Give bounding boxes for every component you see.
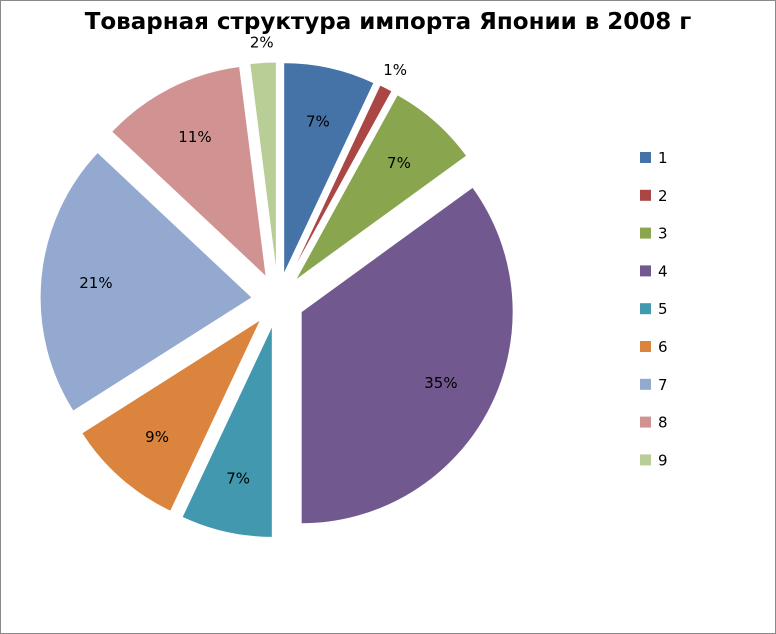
pie-slice-8 — [110, 65, 267, 279]
legend-swatch-5 — [640, 303, 651, 315]
pie-slice-1 — [283, 62, 375, 275]
legend-swatch-7 — [640, 378, 651, 390]
pie-slice-6 — [81, 318, 262, 512]
slice-label-7: 21% — [79, 274, 112, 292]
pie-slice-4 — [300, 186, 514, 525]
legend-swatch-4 — [640, 265, 651, 277]
slice-label-3: 7% — [387, 154, 411, 172]
slice-label-2: 1% — [383, 61, 407, 79]
legend-label-9: 9 — [658, 451, 668, 469]
chart-title: Товарная структура импорта Японии в 2008… — [84, 9, 692, 35]
pie-slice-5 — [181, 325, 273, 538]
slice-label-4: 35% — [424, 374, 457, 392]
legend-swatch-8 — [640, 416, 651, 428]
slice-label-1: 7% — [306, 113, 330, 131]
legend-swatch-1 — [640, 152, 651, 163]
legend-label-5: 5 — [658, 300, 668, 318]
legend-label-8: 8 — [658, 414, 668, 432]
pie-slices — [39, 61, 514, 538]
legend-swatch-3 — [640, 227, 651, 239]
legend-swatch-2 — [640, 189, 651, 201]
legend-swatch-6 — [640, 341, 651, 352]
slice-label-8: 11% — [178, 128, 211, 146]
legend-swatch-9 — [640, 454, 651, 466]
pie-labels: 7% 1% 7% 35% 7% 9% 21% 11% 2% — [79, 34, 457, 488]
slice-label-9: 2% — [250, 34, 274, 52]
slice-label-6: 9% — [145, 428, 169, 446]
pie-slice-9 — [249, 61, 277, 275]
legend-label-1: 1 — [658, 149, 668, 167]
legend-label-2: 2 — [658, 187, 668, 205]
pie-slice-3 — [294, 94, 468, 281]
slice-label-5: 7% — [226, 469, 250, 487]
legend-label-6: 6 — [658, 338, 668, 356]
legend-label-4: 4 — [658, 262, 668, 280]
legend-label-3: 3 — [658, 225, 668, 243]
pie-slice-2 — [289, 84, 393, 278]
pie-slice-7 — [39, 151, 253, 412]
legend: 1 2 3 4 5 6 7 8 9 — [640, 149, 668, 469]
legend-label-7: 7 — [658, 376, 668, 394]
